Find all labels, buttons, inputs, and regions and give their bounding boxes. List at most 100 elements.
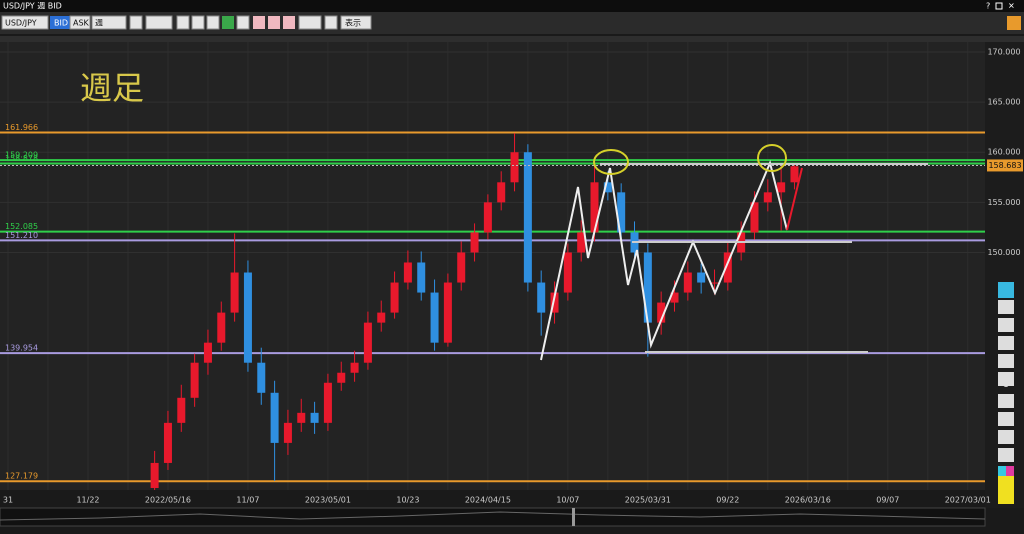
candle-body [163,422,172,463]
tool-button[interactable] [253,16,265,29]
tool-icon[interactable] [998,430,1014,444]
candle-body [203,342,212,363]
tool-icon[interactable] [998,372,1014,386]
tool-button[interactable] [129,15,143,30]
candle-body [190,362,199,398]
candle-body [243,272,252,363]
close-button[interactable]: ✕ [1008,2,1015,11]
tool-icon[interactable] [1003,381,1009,387]
y-tick-label: 170.000 [987,48,1020,57]
x-tick-label: 09/22 [716,496,739,505]
candle-body [483,202,492,233]
candle-body [337,372,346,383]
y-tick-label: 155.000 [987,198,1020,207]
candle-body [150,462,159,488]
x-tick-label: 31 [3,496,13,505]
top-marker [593,149,629,175]
tool-icon[interactable] [998,394,1014,408]
plot-area [0,42,985,490]
candle-body [710,282,719,284]
drawings [540,144,928,361]
last-price-box [987,159,1023,172]
candle-body [417,262,426,293]
tool-icon[interactable] [998,448,1014,462]
candle-body [430,292,439,343]
x-tick-label: 09/07 [876,496,899,505]
level-label: 152.085 [5,222,38,231]
candle-body [523,152,532,283]
x-tick-label: 10/07 [556,496,579,505]
tool-button[interactable] [222,16,234,29]
candle-body [723,252,732,283]
tool-button[interactable] [283,16,295,29]
symbol: USD/JPY [5,19,37,28]
side-tools [998,282,1014,504]
candle-body [643,252,652,323]
candle-body [323,382,332,423]
tool-icon[interactable] [998,336,1014,350]
tool-icon[interactable] [998,300,1014,314]
tool-button[interactable] [191,15,205,30]
x-tick-label: 2023/05/01 [305,496,351,505]
ask-button[interactable] [69,15,91,30]
color-swatch[interactable] [1006,466,1014,476]
help-button[interactable]: ? [986,2,990,11]
candle-body [750,202,759,233]
candle-body [217,312,226,343]
x-tick-label: 2022/05/16 [145,496,191,505]
candle-body [683,272,692,293]
tool-icon[interactable] [998,412,1014,426]
window-title: USD/JPY 週 BID [3,2,62,11]
bid-button[interactable] [50,16,70,29]
navigator[interactable] [0,507,986,527]
level-label: 127.179 [5,472,38,481]
x-tick-label: 11/07 [236,496,259,505]
x-tick-label: 2026/03/16 [785,496,831,505]
x-tick-label: 2025/03/31 [625,496,671,505]
collapse-bar [0,36,1024,42]
color-swatch[interactable] [998,466,1006,476]
view-menu[interactable] [340,15,372,30]
candle-body [497,182,506,203]
tool-button[interactable] [236,15,250,30]
candle-body [697,272,706,283]
tool-buttons [129,15,338,30]
candle-body [363,322,372,363]
candle-body [257,362,266,393]
y-tick-label: 150.000 [987,248,1020,257]
navigator-handle[interactable] [572,508,575,526]
tool-button[interactable] [206,15,220,30]
candle-body [510,152,519,183]
period-select[interactable] [91,15,127,30]
tool-button[interactable] [176,15,190,30]
color-swatch[interactable] [998,476,1014,504]
symbol-select[interactable] [1,15,49,30]
maximize-button[interactable] [995,2,1003,10]
tool-button[interactable] [268,16,280,29]
candle-body [763,192,772,203]
candle-body [577,232,586,253]
navigator-line [0,511,986,521]
candle-body [603,182,612,193]
level-label: 158.878 [5,154,38,163]
tool-button[interactable] [298,15,322,30]
trend-line [786,167,803,231]
plot [0,42,985,490]
settings-button[interactable] [1007,16,1021,30]
candle-body [390,282,399,313]
tool-button[interactable] [324,15,338,30]
tool-icon[interactable] [998,354,1014,368]
tool-button[interactable] [145,15,173,30]
level-label: 139.954 [5,344,38,353]
tool-icon[interactable] [998,318,1014,332]
candle-body [403,262,412,283]
candle-body [310,412,319,423]
candle-body [297,412,306,423]
tool-icon[interactable] [998,282,1014,298]
view: 表示 [345,18,361,28]
x-tick-label: 10/23 [396,496,419,505]
candle-body [550,292,559,313]
top-marker [757,144,787,172]
